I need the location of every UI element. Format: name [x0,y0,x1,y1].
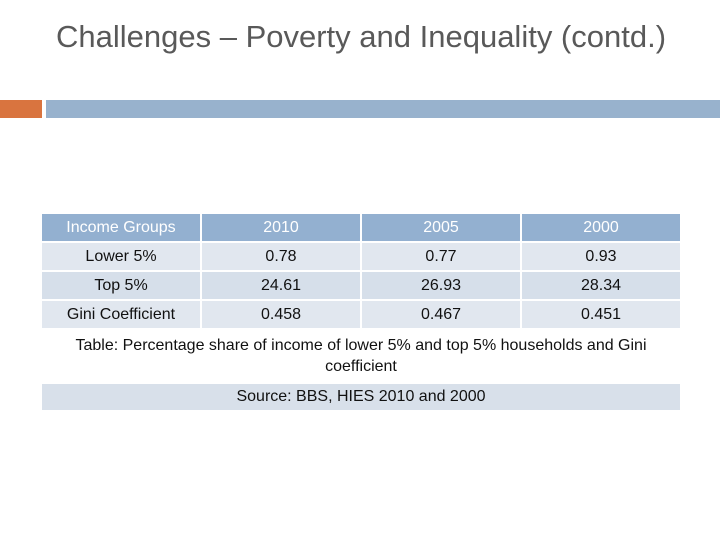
header-2000: 2000 [520,212,682,243]
table-cell: 0.458 [200,299,362,330]
table-cell: 0.77 [360,241,522,272]
header-income-groups: Income Groups [40,212,202,243]
table-row: Top 5% 24.61 26.93 28.34 [40,270,682,301]
caption-row: Table: Percentage share of income of low… [40,328,682,384]
table-source: Source: BBS, HIES 2010 and 2000 [40,382,682,412]
table-cell: 0.78 [200,241,362,272]
table-cell: 28.34 [520,270,682,301]
row-label: Gini Coefficient [40,299,202,330]
table-cell: 24.61 [200,270,362,301]
table-header-row: Income Groups 2010 2005 2000 [40,212,682,243]
source-row: Source: BBS, HIES 2010 and 2000 [40,382,682,412]
header-2010: 2010 [200,212,362,243]
table-cell: 0.93 [520,241,682,272]
row-label: Lower 5% [40,241,202,272]
slide-title: Challenges – Poverty and Inequality (con… [56,19,667,54]
table-row: Lower 5% 0.78 0.77 0.93 [40,241,682,272]
income-share-table: Income Groups 2010 2005 2000 Lower 5% 0.… [40,212,682,412]
table-cell: 0.451 [520,299,682,330]
table-row: Gini Coefficient 0.458 0.467 0.451 [40,299,682,330]
table-caption: Table: Percentage share of income of low… [40,328,682,384]
table-cell: 26.93 [360,270,522,301]
row-label: Top 5% [40,270,202,301]
accent-bar [0,100,42,118]
table-cell: 0.467 [360,299,522,330]
header-2005: 2005 [360,212,522,243]
title-underline-bar [46,100,720,118]
